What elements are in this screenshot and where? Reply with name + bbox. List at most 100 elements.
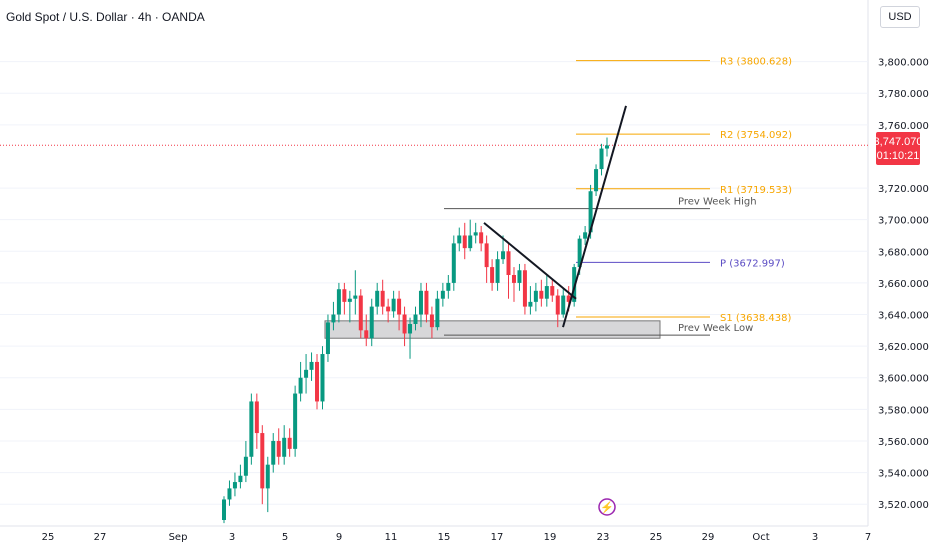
price-tick-label: 3,720.000: [878, 184, 929, 195]
candle-body: [271, 440, 276, 465]
candle-body: [353, 295, 358, 299]
time-tick-label: 29: [702, 532, 715, 543]
time-tick-label: 19: [544, 532, 557, 543]
price-tick-label: 3,780.000: [878, 89, 929, 100]
price-tick-label: 3,520.000: [878, 500, 929, 511]
price-tick-label: 3,580.000: [878, 405, 929, 416]
last-price-badge: 3,747.070 01:10:21: [873, 132, 923, 165]
candle-body: [594, 169, 599, 192]
ascending-trendline[interactable]: [562, 105, 627, 328]
time-tick-label: 5: [282, 532, 288, 543]
event-icon[interactable]: [598, 498, 616, 516]
descending-trendline[interactable]: [483, 222, 577, 300]
time-tick-label: Oct: [752, 532, 769, 543]
pivot-label-s1: S1 (3638.438): [720, 313, 792, 324]
candle-body: [358, 295, 363, 331]
candle-body: [462, 235, 467, 249]
time-tick-label: 15: [438, 532, 451, 543]
pivot-label-r2: R2 (3754.092): [720, 130, 792, 141]
candle-body: [347, 298, 352, 302]
time-tick-label: 25: [650, 532, 663, 543]
prev-week-high-label: Prev Week High: [678, 197, 757, 208]
candle-body: [369, 306, 374, 339]
candle-body: [588, 191, 593, 233]
candle-body: [260, 433, 265, 489]
pivot-label-r1: R1 (3719.533): [720, 185, 792, 196]
bar-countdown: 01:10:21: [876, 149, 920, 162]
price-tick-label: 3,640.000: [878, 311, 929, 322]
price-tick-label: 3,560.000: [878, 437, 929, 448]
candle-body: [539, 290, 544, 299]
candle-body: [451, 243, 456, 283]
candle-body: [599, 148, 604, 170]
candle-body: [238, 475, 243, 483]
candle-body: [222, 499, 226, 520]
candle-body: [375, 290, 380, 307]
candle-body: [435, 298, 440, 328]
time-tick-label: 9: [336, 532, 342, 543]
candle-body: [550, 286, 555, 296]
candle-body: [490, 267, 495, 283]
candle-body: [309, 361, 314, 370]
candle-body: [511, 275, 516, 283]
pivot-label-r3: R3 (3800.628): [720, 57, 792, 68]
time-tick-label: 23: [597, 532, 610, 543]
price-tick-label: 3,760.000: [878, 121, 929, 132]
lightning-icon: ⚡: [600, 501, 614, 514]
candle-body: [325, 322, 330, 355]
candle-body: [528, 301, 533, 307]
candle-body: [566, 295, 571, 302]
candle-body: [544, 286, 549, 299]
price-tick-label: 3,540.000: [878, 469, 929, 480]
candle-body: [517, 270, 522, 283]
candle-body: [320, 354, 325, 402]
candle-body: [293, 393, 298, 449]
candle-body: [533, 290, 538, 302]
currency-button[interactable]: USD: [880, 6, 920, 28]
candle-body: [555, 295, 560, 315]
price-tick-label: 3,680.000: [878, 247, 929, 258]
time-tick-label: Sep: [169, 532, 188, 543]
candle-body: [380, 290, 385, 307]
candle-body: [440, 290, 445, 299]
candle-body: [315, 361, 320, 402]
candle-body: [605, 145, 609, 149]
time-tick-label: 27: [94, 532, 107, 543]
candle-body: [429, 314, 434, 328]
price-tick-label: 3,800.000: [878, 58, 929, 69]
candle-body: [577, 238, 582, 268]
candle-body: [413, 314, 418, 324]
candle-body: [495, 259, 500, 283]
candle-body: [243, 456, 248, 476]
time-tick-label: 17: [491, 532, 504, 543]
candle-body: [501, 251, 506, 260]
candle-body: [473, 232, 478, 236]
price-tick-label: 3,620.000: [878, 342, 929, 353]
time-tick-label: 7: [865, 532, 871, 543]
candle-body: [282, 437, 287, 457]
prev-week-low-label: Prev Week Low: [678, 323, 753, 334]
candle-body: [484, 243, 489, 268]
time-tick-label: 25: [42, 532, 55, 543]
candle-body: [418, 290, 423, 315]
candle-body: [298, 377, 303, 394]
candle-body: [479, 232, 484, 244]
candle-body: [232, 482, 237, 489]
last-price: 3,747.070: [873, 135, 923, 148]
candle-body: [227, 488, 232, 500]
time-tick-label: 11: [385, 532, 398, 543]
candle-body: [402, 314, 407, 334]
candle-body: [254, 401, 259, 434]
candle-body: [364, 330, 369, 339]
pivot-label-p: P (3672.997): [720, 258, 785, 269]
candle-body: [583, 232, 588, 239]
price-tick-label: 3,600.000: [878, 374, 929, 385]
price-tick-label: 3,660.000: [878, 279, 929, 290]
candle-body: [522, 270, 527, 307]
candle-body: [408, 324, 413, 334]
candle-body: [506, 251, 511, 275]
symbol-title[interactable]: Gold Spot / U.S. Dollar · 4h · OANDA: [6, 10, 205, 24]
candle-body: [446, 282, 451, 291]
candle-body: [342, 289, 347, 302]
